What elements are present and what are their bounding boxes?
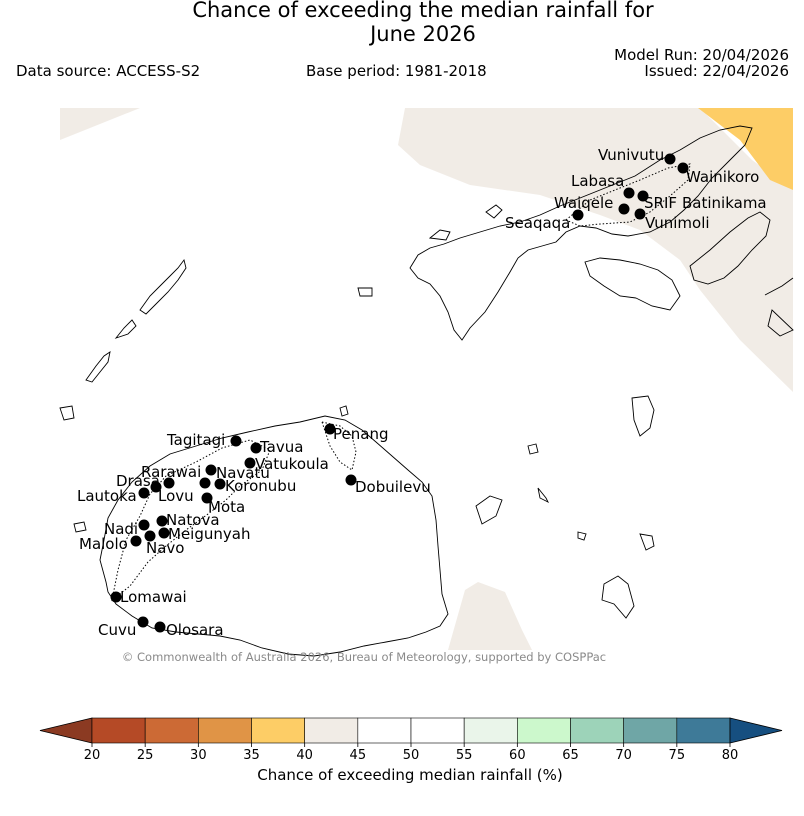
place-label: Mota: [208, 498, 245, 516]
colorbar-segment: [517, 717, 571, 744]
station-marker: [324, 423, 336, 435]
station-marker: [677, 162, 689, 174]
copyright-notice: © Commonwealth of Australia 2026, Bureau…: [122, 650, 606, 664]
colorbar-segment: [357, 717, 412, 744]
place-label: Vunimoli: [645, 214, 710, 232]
place-label: Labasa: [571, 172, 624, 190]
place-label: Lautoka: [77, 487, 137, 505]
colorbar-extension-high: [729, 717, 783, 744]
place-label: Nadi: [104, 520, 138, 538]
map-title-line1: Chance of exceeding the median rainfall …: [192, 0, 654, 22]
place-label: Waiqele: [554, 194, 613, 212]
colorbar-tick-label: 50: [403, 748, 420, 763]
place-label: Vatukoula: [255, 455, 329, 473]
place-label: Tavua: [259, 438, 303, 456]
place-label: Olosara: [166, 621, 224, 639]
catchment-outlines: [111, 163, 691, 602]
station-marker: [634, 208, 646, 220]
station-marker: [130, 535, 142, 547]
place-label: Meigunyah: [168, 525, 250, 543]
probability-shading: [60, 108, 793, 650]
place-label: Malolo: [79, 535, 128, 553]
colorbar-tick-label: 65: [562, 748, 579, 763]
station-marker: [250, 442, 262, 454]
place-label: Lomawai: [120, 588, 187, 606]
colorbar-segment: [144, 717, 199, 744]
station-marker: [230, 435, 242, 447]
station-marker: [214, 478, 226, 490]
colorbar-segment: [251, 717, 305, 744]
base-period: Base period: 1981-2018: [306, 62, 487, 80]
place-label: Vunivutu: [598, 146, 664, 164]
colorbar-tick-label: 55: [456, 748, 473, 763]
station-marker: [137, 616, 149, 628]
data-source: Data source: ACCESS-S2: [16, 62, 201, 80]
place-label: Natova: [166, 511, 220, 529]
place-label: Navo: [146, 539, 184, 557]
colorbar-tick-label: 25: [137, 748, 154, 763]
coastlines: [59, 125, 794, 657]
colorbar-segment: [198, 717, 252, 744]
colorbar-extension-low: [39, 717, 93, 744]
station-marker: [205, 464, 217, 476]
colorbar-segment: [676, 717, 731, 744]
station-marker: [163, 477, 175, 489]
colorbar-segment: [91, 717, 146, 744]
station-marker: [156, 515, 168, 527]
colorbar-tick-label: 40: [296, 748, 313, 763]
place-label: Navatu: [216, 464, 270, 482]
station-labels: Vunivutu Wainikoro Labasa Waiqele SRIF B…: [77, 146, 767, 639]
colorbar-tick-label: 45: [350, 748, 367, 763]
colorbar-tick-label: 20: [84, 748, 101, 763]
colorbar: 20 25 30 35 40 45 50 55 60 65 70 75 80: [39, 717, 783, 763]
station-marker: [664, 153, 676, 165]
place-label: Batinikama: [682, 194, 767, 212]
station-marker: [623, 187, 635, 199]
colorbar-tick-label: 35: [243, 748, 260, 763]
place-label: Penang: [333, 425, 388, 443]
station-marker: [150, 481, 162, 493]
station-marker: [201, 492, 213, 504]
station-marker: [637, 190, 649, 202]
station-marker: [345, 474, 357, 486]
colorbar-segment: [570, 717, 624, 744]
station-marker: [199, 477, 211, 489]
colorbar-tick-label: 70: [615, 748, 632, 763]
issued-date: Issued: 22/04/2026: [644, 62, 789, 80]
station-marker: [572, 209, 584, 221]
station-marker: [154, 621, 166, 633]
station-marker: [138, 487, 150, 499]
place-label: Dobuilevu: [355, 478, 431, 496]
colorbar-segment: [304, 717, 359, 744]
place-label: Lovu: [158, 487, 194, 505]
place-label: Seaqaqa: [505, 214, 570, 232]
colorbar-tick-label: 80: [722, 748, 739, 763]
colorbar-segment: [463, 717, 518, 744]
station-markers: [110, 153, 689, 633]
station-marker: [138, 519, 150, 531]
station-marker: [144, 530, 156, 542]
colorbar-tick-label: 30: [190, 748, 207, 763]
model-run: Model Run: 20/04/2026: [614, 46, 789, 64]
station-marker: [110, 591, 122, 603]
place-label: Drasa: [116, 472, 160, 490]
place-label: Wainikoro: [686, 168, 759, 186]
map-title: Chance of exceeding the median rainfall …: [0, 0, 804, 46]
colorbar-tick-label: 75: [669, 748, 686, 763]
station-marker: [618, 203, 630, 215]
colorbar-tick-label: 60: [509, 748, 526, 763]
station-marker: [158, 527, 170, 539]
place-label: Cuvu: [98, 621, 136, 639]
place-label: Rarawai: [141, 463, 201, 481]
map-title-line2: June 2026: [370, 22, 476, 46]
colorbar-segment: [410, 717, 465, 744]
place-label: Koronubu: [225, 477, 296, 495]
place-label: SRIF: [644, 194, 677, 212]
station-marker: [244, 457, 256, 469]
colorbar-label: Chance of exceeding median rainfall (%): [257, 766, 562, 784]
colorbar-segment: [623, 717, 678, 744]
place-label: Tagitagi: [166, 431, 225, 449]
